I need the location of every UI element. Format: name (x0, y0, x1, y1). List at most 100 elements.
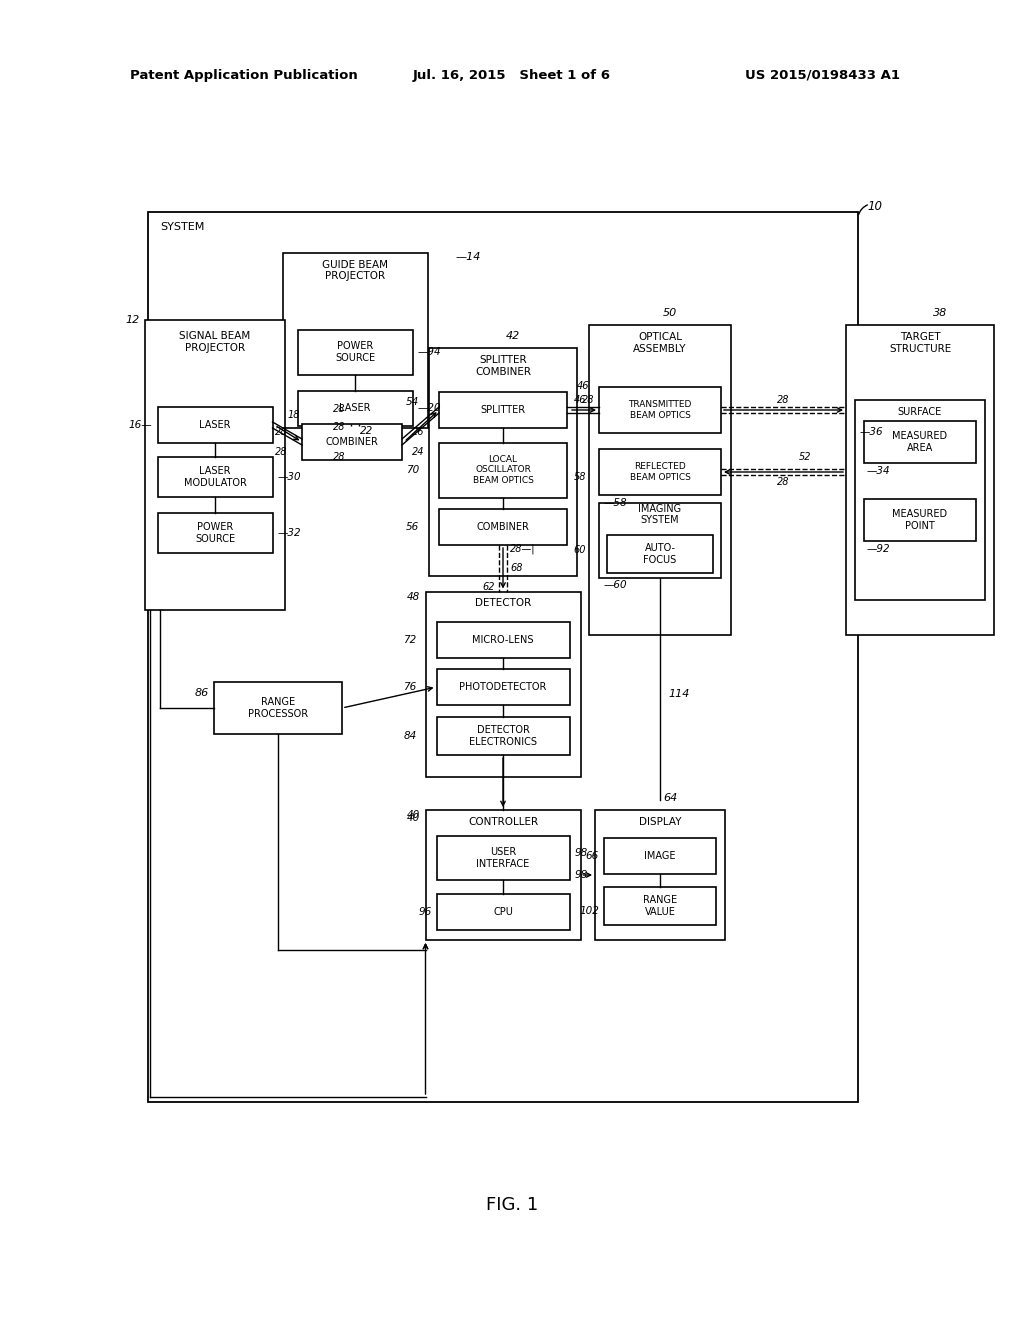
Text: 42: 42 (506, 331, 520, 341)
Text: CONTROLLER: CONTROLLER (468, 817, 538, 828)
Bar (298, 330, 413, 375)
Text: TARGET
STRUCTURE: TARGET STRUCTURE (889, 333, 951, 354)
Bar (426, 591, 581, 776)
Text: 98: 98 (574, 847, 588, 858)
Bar (436, 622, 569, 657)
Bar (864, 499, 976, 541)
Text: 114: 114 (668, 689, 689, 698)
Bar (604, 838, 716, 874)
Text: COMBINER: COMBINER (326, 437, 379, 447)
Text: MEASURED
AREA: MEASURED AREA (893, 432, 947, 453)
Text: —20: —20 (418, 403, 441, 413)
Text: 28—|: 28—| (510, 543, 536, 553)
Text: 10: 10 (867, 201, 883, 214)
Bar (298, 391, 413, 425)
Text: —14: —14 (456, 252, 481, 263)
Bar (599, 503, 721, 578)
Bar (589, 325, 731, 635)
Bar (599, 387, 721, 433)
Text: 96: 96 (418, 907, 431, 917)
Text: MICRO-LENS: MICRO-LENS (472, 635, 534, 645)
Text: AUTO-
FOCUS: AUTO- FOCUS (643, 544, 677, 565)
Text: —92: —92 (867, 544, 891, 554)
Text: OPTICAL
ASSEMBLY: OPTICAL ASSEMBLY (633, 333, 687, 354)
Text: MEASURED
POINT: MEASURED POINT (893, 510, 947, 531)
Text: USER
INTERFACE: USER INTERFACE (476, 847, 529, 869)
Text: 76: 76 (403, 682, 417, 692)
Text: 46: 46 (573, 395, 586, 405)
Text: 70: 70 (406, 465, 419, 475)
Text: 22: 22 (360, 425, 374, 436)
Text: 68: 68 (510, 564, 522, 573)
Bar (158, 513, 272, 553)
Text: —34: —34 (867, 466, 891, 477)
Text: 86: 86 (195, 688, 209, 698)
Text: 66: 66 (586, 851, 599, 861)
Text: SPLITTER: SPLITTER (480, 405, 525, 414)
Text: 38: 38 (933, 308, 947, 318)
Text: SYSTEM: SYSTEM (160, 222, 205, 232)
Text: LASER: LASER (200, 420, 230, 430)
Text: FIG. 1: FIG. 1 (485, 1196, 539, 1214)
Text: SIGNAL BEAM
PROJECTOR: SIGNAL BEAM PROJECTOR (179, 331, 251, 352)
Text: 102: 102 (580, 906, 599, 916)
Text: 28: 28 (582, 395, 595, 405)
Text: —36: —36 (860, 426, 884, 437)
Text: 52: 52 (799, 451, 811, 462)
Bar (148, 213, 858, 1102)
Text: —58: —58 (604, 498, 628, 508)
Bar (864, 421, 976, 463)
Text: 26: 26 (412, 426, 425, 437)
Text: SPLITTER
COMBINER: SPLITTER COMBINER (475, 355, 531, 376)
Text: GUIDE BEAM
PROJECTOR: GUIDE BEAM PROJECTOR (322, 260, 388, 281)
Bar (855, 400, 985, 601)
Text: REFLECTED
BEAM OPTICS: REFLECTED BEAM OPTICS (630, 462, 690, 482)
Text: —94: —94 (418, 347, 441, 356)
Bar (436, 669, 569, 705)
Text: LOCAL
OSCILLATOR
BEAM OPTICS: LOCAL OSCILLATOR BEAM OPTICS (472, 455, 534, 484)
Bar (604, 887, 716, 925)
Text: 50: 50 (663, 308, 677, 318)
Bar (599, 449, 721, 495)
Text: US 2015/0198433 A1: US 2015/0198433 A1 (745, 69, 900, 82)
Text: 12: 12 (126, 315, 140, 325)
Bar (436, 717, 569, 755)
Text: 54: 54 (406, 397, 419, 407)
Text: —32: —32 (278, 528, 301, 539)
Bar (426, 810, 581, 940)
Text: LASER
MODULATOR: LASER MODULATOR (183, 466, 247, 488)
Text: DISPLAY: DISPLAY (639, 817, 681, 828)
Text: 28: 28 (333, 422, 345, 432)
Text: 18: 18 (288, 411, 300, 420)
Text: 28: 28 (777, 395, 790, 405)
Bar (214, 682, 342, 734)
Text: IMAGING
SYSTEM: IMAGING SYSTEM (638, 504, 682, 525)
Text: 28: 28 (777, 477, 790, 487)
Text: 28: 28 (333, 404, 345, 414)
Text: TRANSMITTED
BEAM OPTICS: TRANSMITTED BEAM OPTICS (629, 400, 691, 420)
Text: POWER
SOURCE: POWER SOURCE (195, 523, 236, 544)
Text: DETECTOR: DETECTOR (475, 598, 531, 609)
Text: 40: 40 (408, 813, 421, 822)
Bar (846, 325, 994, 635)
Text: 16—: 16— (129, 420, 153, 430)
Bar (439, 442, 567, 498)
Text: —30: —30 (278, 473, 301, 482)
Bar (439, 392, 567, 428)
Text: CPU: CPU (494, 907, 513, 917)
Text: LASER: LASER (339, 403, 371, 413)
Text: 60: 60 (573, 545, 586, 554)
Text: 28: 28 (333, 451, 345, 462)
Bar (302, 424, 402, 459)
Bar (145, 319, 285, 610)
Bar (436, 894, 569, 931)
Text: 48: 48 (408, 591, 421, 602)
Text: 24: 24 (412, 447, 425, 457)
Text: DETECTOR
ELECTRONICS: DETECTOR ELECTRONICS (469, 725, 537, 747)
Text: 56: 56 (406, 521, 419, 532)
Bar (439, 510, 567, 545)
Text: 28: 28 (274, 447, 287, 457)
Bar (607, 535, 713, 573)
Bar (595, 810, 725, 940)
Text: Patent Application Publication: Patent Application Publication (130, 69, 357, 82)
